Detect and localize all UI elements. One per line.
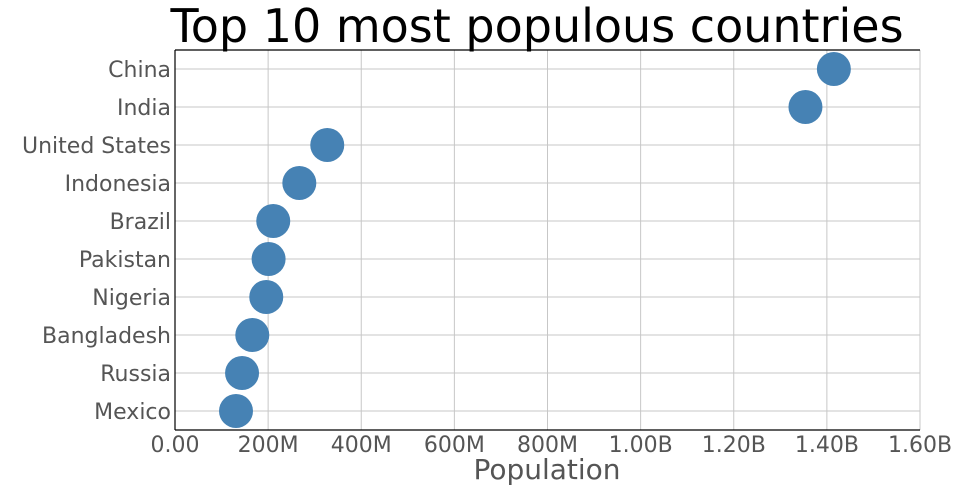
- data-point[interactable]: [816, 52, 851, 86]
- data-point[interactable]: [249, 280, 284, 314]
- y-tick-label: Brazil: [110, 210, 171, 235]
- y-tick-label: China: [108, 58, 171, 83]
- y-tick-label: Nigeria: [92, 286, 171, 311]
- data-point[interactable]: [282, 166, 317, 200]
- x-tick-label: 400M: [331, 433, 392, 458]
- data-point[interactable]: [310, 128, 345, 162]
- data-point[interactable]: [235, 318, 270, 352]
- data-points: [218, 52, 851, 428]
- axes: [174, 49, 920, 431]
- x-tick-label: 1.00B: [609, 433, 673, 458]
- data-point[interactable]: [788, 90, 823, 124]
- chart-title: Top 10 most populous countries: [169, 0, 903, 53]
- data-point[interactable]: [218, 394, 253, 428]
- y-tick-label: Mexico: [94, 400, 171, 425]
- data-point[interactable]: [256, 204, 291, 238]
- y-axis-tick-labels: China India United States Indonesia Brazil Pa…: [22, 58, 171, 425]
- x-tick-label: 0.00: [151, 433, 200, 458]
- x-tick-label: 200M: [238, 433, 299, 458]
- y-tick-label: India: [117, 96, 171, 121]
- y-tick-label: Pakistan: [79, 248, 171, 273]
- x-tick-label: 800M: [517, 433, 578, 458]
- grid-lines: [174, 50, 921, 430]
- x-tick-label: 1.60B: [888, 433, 952, 458]
- x-tick-label: 1.20B: [702, 433, 766, 458]
- x-axis-tick-labels: 0.00 200M 400M 600M 800M 1.00B 1.20B 1.40B 1.60B: [151, 433, 953, 458]
- x-tick-label: 1.40B: [795, 433, 859, 458]
- y-tick-label: Bangladesh: [42, 324, 171, 349]
- y-tick-label: Indonesia: [65, 172, 171, 197]
- y-tick-label: United States: [22, 134, 171, 159]
- data-point[interactable]: [251, 242, 286, 276]
- data-point[interactable]: [225, 356, 260, 390]
- x-tick-label: 600M: [424, 433, 485, 458]
- y-tick-label: Russia: [100, 362, 171, 387]
- x-axis-title: Population: [473, 453, 620, 486]
